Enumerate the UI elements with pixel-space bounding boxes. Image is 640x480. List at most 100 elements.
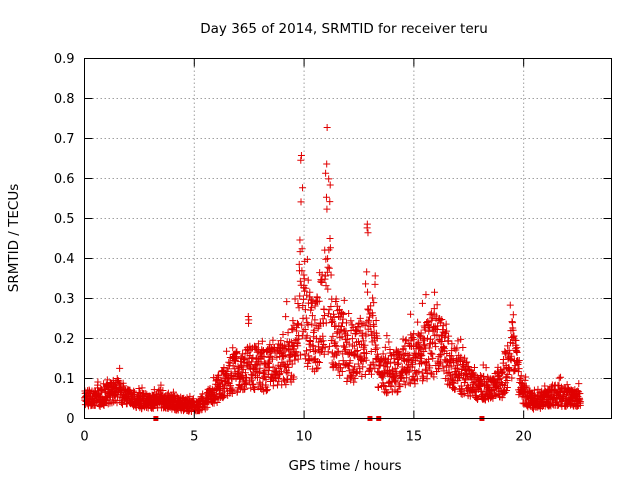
y-tick-label: 0.6 — [54, 172, 75, 187]
data-point — [304, 359, 312, 367]
data-point — [439, 362, 447, 370]
data-point — [308, 312, 316, 320]
data-point — [557, 373, 565, 381]
data-point — [342, 319, 350, 327]
data-point — [269, 336, 277, 344]
data-point — [298, 245, 306, 253]
data-point — [220, 363, 228, 371]
data-point — [327, 271, 335, 279]
data-point — [260, 353, 268, 361]
data-point — [372, 317, 380, 325]
data-point — [436, 316, 444, 324]
data-point — [326, 342, 334, 350]
data-point — [394, 387, 402, 395]
data-point — [323, 205, 331, 213]
data-point — [326, 244, 334, 252]
data-point — [418, 369, 426, 377]
data-point — [322, 193, 330, 201]
data-point — [364, 229, 372, 237]
data-point — [306, 338, 314, 346]
data-point — [420, 374, 428, 382]
data-point — [297, 198, 305, 206]
data-point — [285, 363, 293, 371]
data-point — [402, 336, 410, 344]
data-point — [438, 337, 446, 345]
data-point — [310, 347, 318, 355]
data-point — [249, 354, 257, 362]
data-point — [351, 374, 359, 382]
data-point — [326, 234, 334, 242]
data-point — [299, 184, 307, 192]
y-tick-label: 0.2 — [54, 332, 75, 347]
data-point — [229, 386, 237, 394]
y-tick-label: 0.3 — [54, 292, 75, 307]
data-point — [369, 294, 377, 302]
data-point — [576, 390, 584, 398]
data-point — [273, 353, 281, 361]
data-point — [229, 362, 237, 370]
data-point — [513, 348, 521, 356]
data-point — [322, 255, 330, 263]
data-point — [375, 369, 383, 377]
data-point — [361, 370, 369, 378]
data-point — [420, 335, 428, 343]
data-point — [346, 357, 354, 365]
data-point — [425, 323, 433, 331]
data-point — [321, 272, 329, 280]
data-point — [428, 350, 436, 358]
data-point — [456, 374, 464, 382]
data-point — [405, 368, 413, 376]
data-point — [303, 255, 311, 263]
x-tick-label: 20 — [515, 430, 532, 445]
data-point — [411, 380, 419, 388]
data-point — [268, 355, 276, 363]
data-point — [438, 315, 446, 323]
data-point — [491, 391, 499, 399]
plot-frame — [84, 58, 612, 419]
data-point — [294, 355, 302, 363]
data-point — [116, 364, 124, 372]
data-point — [303, 291, 311, 299]
data-point — [430, 305, 438, 313]
data-point — [407, 310, 415, 318]
data-point — [392, 378, 400, 386]
data-point — [289, 326, 297, 334]
data-point — [453, 344, 461, 352]
data-point — [423, 334, 431, 342]
data-point — [498, 369, 506, 377]
data-point — [320, 350, 328, 358]
data-point — [391, 364, 399, 372]
data-point — [318, 278, 326, 286]
data-point — [296, 292, 304, 300]
data-point — [315, 359, 323, 367]
data-point — [315, 297, 323, 305]
y-tick-label: 0.4 — [54, 252, 75, 267]
data-point — [432, 343, 440, 351]
data-point — [294, 300, 302, 308]
data-point — [333, 342, 341, 350]
data-point — [427, 349, 435, 357]
data-point — [418, 351, 426, 359]
data-point — [425, 355, 433, 363]
data-point — [577, 398, 585, 406]
data-point — [251, 386, 259, 394]
data-point — [515, 365, 523, 373]
data-point — [508, 374, 516, 382]
data-point — [506, 301, 514, 309]
data-point — [367, 302, 375, 310]
data-point — [126, 386, 134, 394]
data-point — [496, 374, 504, 382]
data-point — [367, 327, 375, 335]
data-point — [418, 299, 426, 307]
data-point — [296, 236, 304, 244]
data-point — [370, 299, 378, 307]
data-point — [210, 399, 218, 407]
data-point — [340, 296, 348, 304]
data-point — [186, 392, 194, 400]
data-point — [135, 384, 143, 392]
data-point — [459, 344, 467, 352]
data-point — [356, 368, 364, 376]
data-point — [507, 352, 515, 360]
data-point — [384, 363, 392, 371]
